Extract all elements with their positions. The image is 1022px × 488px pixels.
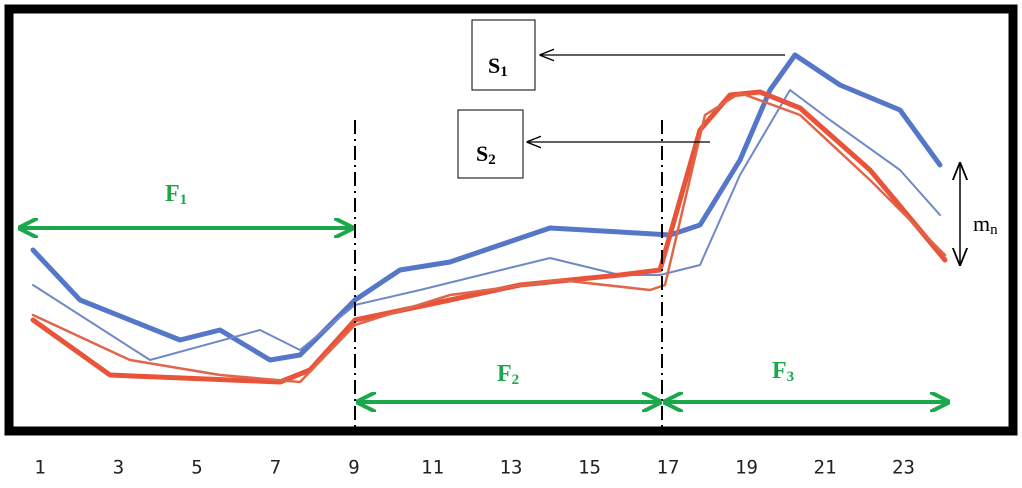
curves xyxy=(30,52,948,385)
red-thin-curve xyxy=(31,91,947,384)
label-text: S xyxy=(476,141,488,166)
x-tick-label: 11 xyxy=(421,457,444,479)
x-tick-label: 9 xyxy=(348,457,359,479)
x-tick-label: 3 xyxy=(113,457,124,479)
s2-label: S2 xyxy=(476,141,496,168)
x-axis: 1 3 5 7 9 11 13 15 17 19 21 23 xyxy=(34,457,915,479)
x-tick-label: 5 xyxy=(191,457,202,479)
label-sub: n xyxy=(990,222,998,238)
s1-box xyxy=(471,19,536,91)
x-tick-label: 13 xyxy=(500,457,523,479)
label-sub: 2 xyxy=(488,152,496,168)
label-sub: 1 xyxy=(180,192,188,208)
x-tick-label: 19 xyxy=(735,457,758,479)
x-tick-label: 21 xyxy=(814,457,837,479)
label-sub: 2 xyxy=(512,372,520,388)
x-tick-label: 1 xyxy=(34,457,45,479)
red-thick-curve xyxy=(30,89,948,385)
x-tick-label: 7 xyxy=(270,457,281,479)
label-text: S xyxy=(488,53,500,78)
label-text: F xyxy=(497,361,512,387)
blue-thick-curve xyxy=(30,52,943,363)
label-sub: 3 xyxy=(787,369,795,385)
label-text: F xyxy=(772,358,787,384)
label-text: m xyxy=(973,211,990,236)
label-text: F xyxy=(165,181,180,207)
f3-label: F3 xyxy=(772,358,794,386)
s2-box xyxy=(457,109,524,179)
x-tick-label: 23 xyxy=(892,457,915,479)
mn-label: mn xyxy=(973,211,998,238)
label-sub: 1 xyxy=(500,64,508,80)
f1-label: F1 xyxy=(165,181,187,209)
x-tick-label: 17 xyxy=(657,457,680,479)
s1-label: S1 xyxy=(488,53,508,80)
f2-label: F2 xyxy=(497,361,519,389)
x-tick-label: 15 xyxy=(578,457,601,479)
